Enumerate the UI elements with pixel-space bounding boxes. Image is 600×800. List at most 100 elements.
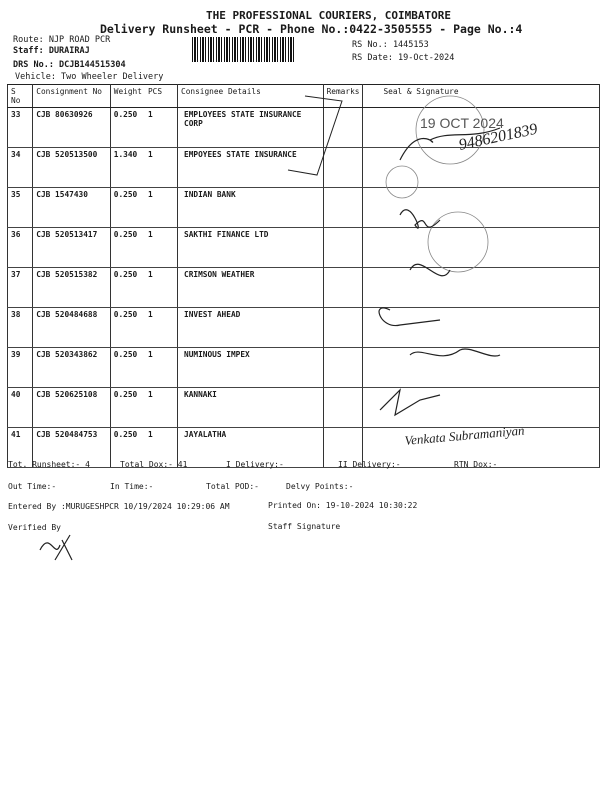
consignment-cell: CJB 1547430 xyxy=(32,187,111,228)
ii-delivery: II Delivery:- xyxy=(338,460,401,469)
table-row: 33 CJB 80630926 0.250 1 EMPLOYEES STATE INSU… xyxy=(6,107,600,148)
runsheet-title: Delivery Runsheet - PCR - Phone No.:0422… xyxy=(100,22,523,36)
weight-cell: 0.250 xyxy=(109,187,145,228)
pcs-cell: 1 xyxy=(144,107,178,148)
col-sno: S No xyxy=(6,84,34,108)
table-row: 38 CJB 520484688 0.250 1 INVEST AHEAD xyxy=(6,307,600,348)
consignee-cell: SAKTHI FINANCE LTD xyxy=(177,227,324,268)
consignment-cell: CJB 520484688 xyxy=(32,307,111,348)
col-consignee: Consignee Details xyxy=(177,84,324,108)
pcs-cell: 1 xyxy=(144,187,178,228)
pcs-cell: 1 xyxy=(144,307,178,348)
col-weight: Weight xyxy=(109,84,145,108)
entered-by: Entered By :MURUGESHPCR 10/19/2024 10:29… xyxy=(8,502,230,511)
printed-on: Printed On: 19-10-2024 10:30:22 xyxy=(268,501,418,510)
consignee-cell: JAYALATHA xyxy=(177,427,324,468)
consignment-cell: CJB 520343862 xyxy=(32,347,111,388)
pcs-cell: 1 xyxy=(144,387,178,428)
pcs-cell: 1 xyxy=(144,267,178,308)
consignee-cell: INVEST AHEAD xyxy=(177,307,324,348)
remarks-cell xyxy=(322,387,364,428)
seal-cell xyxy=(362,307,600,348)
consignment-cell: CJB 80630926 xyxy=(32,107,111,148)
seal-cell xyxy=(362,107,600,148)
i-delivery: I Delivery:- xyxy=(226,460,284,469)
consignment-cell: CJB 520484753 xyxy=(32,427,111,468)
seal-cell xyxy=(362,147,600,188)
seal-cell xyxy=(362,267,600,308)
weight-cell: 0.250 xyxy=(109,267,145,308)
barcode xyxy=(192,37,294,62)
total-dox: Total Dox:- 41 xyxy=(120,460,188,469)
table-row: 40 CJB 520625108 0.250 1 KANNAKI xyxy=(6,387,600,428)
table-row: 41 CJB 520484753 0.250 1 JAYALATHA xyxy=(6,427,600,468)
vehicle: Vehicle: Two Wheeler Delivery xyxy=(15,72,164,82)
remarks-cell xyxy=(322,427,364,468)
remarks-cell xyxy=(322,227,364,268)
weight-cell: 0.250 xyxy=(109,347,145,388)
total-pod: Total POD:- xyxy=(206,482,259,491)
rs-date: RS Date: 19-Oct-2024 xyxy=(352,53,455,63)
consignment-cell: CJB 520515382 xyxy=(32,267,111,308)
remarks-cell xyxy=(322,307,364,348)
pcs-cell: 1 xyxy=(144,347,178,388)
col-pcs: PCS xyxy=(144,84,178,108)
seal-cell xyxy=(362,387,600,428)
consignment-cell: CJB 520625108 xyxy=(32,387,111,428)
tot-runsheet: Tot. Runsheet:- 4 xyxy=(8,460,90,469)
sno-cell: 35 xyxy=(6,187,34,228)
pcs-cell: 1 xyxy=(144,227,178,268)
remarks-cell xyxy=(322,147,364,188)
weight-cell: 0.250 xyxy=(109,387,145,428)
sno-cell: 40 xyxy=(6,387,34,428)
weight-cell: 0.250 xyxy=(109,307,145,348)
staff: Staff: DURAIRAJ xyxy=(13,46,90,56)
consignee-cell: EMPLOYEES STATE INSURANCE CORP xyxy=(177,107,324,148)
sno-cell: 37 xyxy=(6,267,34,308)
col-remarks: Remarks xyxy=(322,84,364,108)
weight-cell: 1.340 xyxy=(109,147,145,188)
runsheet-table: S No Consignment No Weight PCS Consignee… xyxy=(6,84,600,468)
consignee-cell: INDIAN BANK xyxy=(177,187,324,228)
consignee-cell: CRIMSON WEATHER xyxy=(177,267,324,308)
route: Route: NJP ROAD PCR xyxy=(13,35,111,45)
consignee-cell: EMPOYEES STATE INSURANCE xyxy=(177,147,324,188)
sno-cell: 34 xyxy=(6,147,34,188)
table-row: 39 CJB 520343862 0.250 1 NUMINOUS IMPEX xyxy=(6,347,600,388)
seal-cell xyxy=(362,347,600,388)
weight-cell: 0.250 xyxy=(109,427,145,468)
seal-cell xyxy=(362,187,600,228)
table-row: 35 CJB 1547430 0.250 1 INDIAN BANK xyxy=(6,187,600,228)
staff-signature-label: Staff Signature xyxy=(268,522,341,531)
consignment-cell: CJB 520513417 xyxy=(32,227,111,268)
consignment-cell: CJB 520513500 xyxy=(32,147,111,188)
company-name: THE PROFESSIONAL COURIERS, COIMBATORE xyxy=(206,9,452,22)
drs-number: DRS No.: DCJB144515304 xyxy=(13,60,126,70)
table-row: 34 CJB 520513500 1.340 1 EMPOYEES STATE INSU… xyxy=(6,147,600,188)
remarks-cell xyxy=(322,347,364,388)
consignee-cell: KANNAKI xyxy=(177,387,324,428)
sno-cell: 41 xyxy=(6,427,34,468)
delvy-points: Delvy Points:- xyxy=(286,482,354,491)
sno-cell: 38 xyxy=(6,307,34,348)
table-row: 37 CJB 520515382 0.250 1 CRIMSON WEATHER xyxy=(6,267,600,308)
seal-cell xyxy=(362,427,600,468)
col-seal: Seal & Signature xyxy=(362,84,600,108)
table-row: 36 CJB 520513417 0.250 1 SAKTHI FINANCE LTD xyxy=(6,227,600,268)
weight-cell: 0.250 xyxy=(109,227,145,268)
out-time: Out Time:- xyxy=(8,482,57,491)
remarks-cell xyxy=(322,187,364,228)
rtn-dox: RTN Dox:- xyxy=(454,460,498,469)
remarks-cell xyxy=(322,267,364,308)
remarks-cell xyxy=(322,107,364,148)
rs-number: RS No.: 1445153 xyxy=(352,40,429,50)
sno-cell: 36 xyxy=(6,227,34,268)
col-consignment: Consignment No xyxy=(32,84,111,108)
sno-cell: 39 xyxy=(6,347,34,388)
table-header: S No Consignment No Weight PCS Consignee… xyxy=(6,84,600,108)
seal-cell xyxy=(362,227,600,268)
pcs-cell: 1 xyxy=(144,147,178,188)
weight-cell: 0.250 xyxy=(109,107,145,148)
in-time: In Time:- xyxy=(110,482,154,491)
consignee-cell: NUMINOUS IMPEX xyxy=(177,347,324,388)
